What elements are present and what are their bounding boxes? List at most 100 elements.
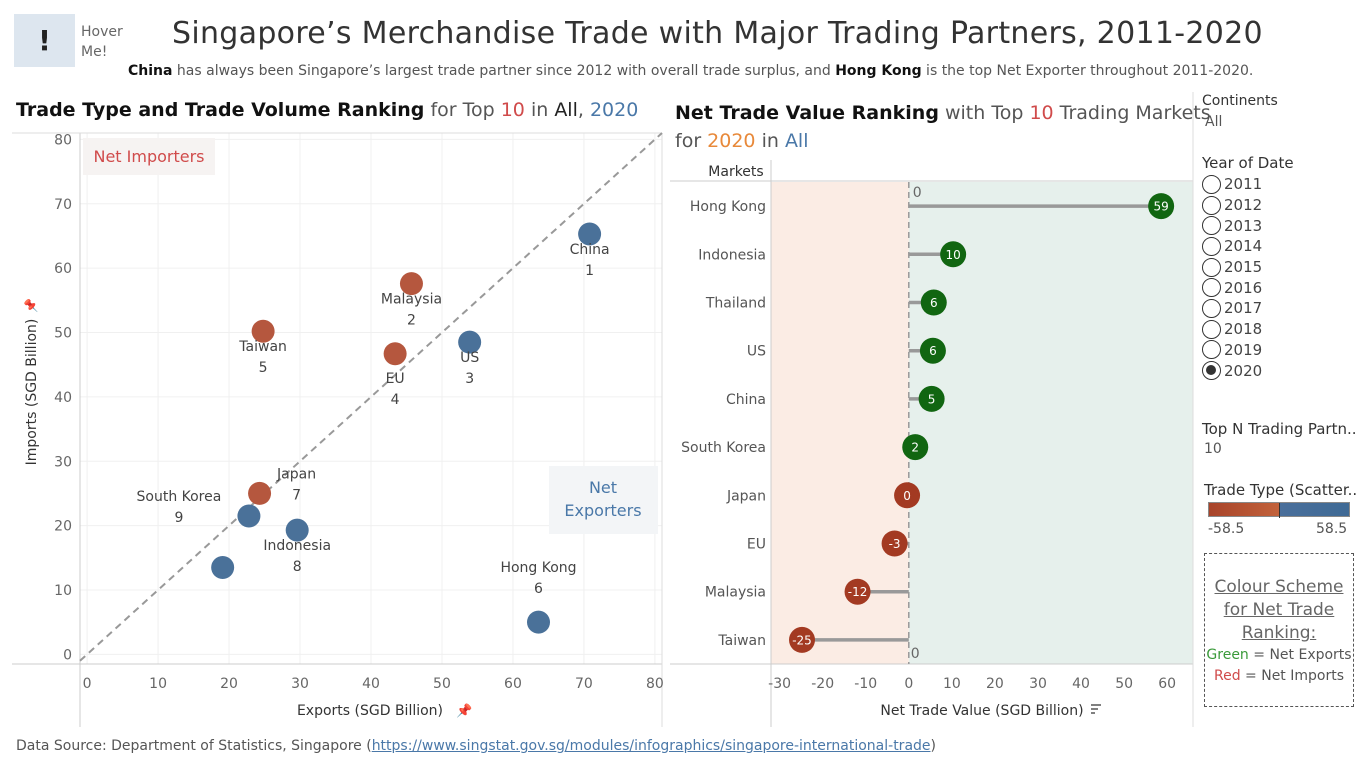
- year-option-2018[interactable]: 2018: [1202, 319, 1262, 340]
- lollipop-value-label: -12: [848, 585, 868, 599]
- radio-icon[interactable]: [1202, 298, 1221, 318]
- lollipop-dot[interactable]: [881, 530, 908, 557]
- data-source: Data Source: Department of Statistics, S…: [16, 738, 936, 754]
- lollipop-dot[interactable]: [919, 337, 946, 364]
- legend-min: -58.5: [1208, 521, 1245, 537]
- colour-scheme-red: Red = Net Imports: [1205, 666, 1353, 687]
- market-label: Hong Kong: [690, 199, 766, 215]
- scatter-title: Trade Type and Trade Volume Ranking for …: [16, 99, 638, 121]
- market-label: EU: [747, 537, 766, 553]
- lollipop-dot[interactable]: [844, 578, 871, 605]
- lollipop-dot[interactable]: [789, 626, 816, 653]
- lollipop-x-tick: 30: [1029, 676, 1047, 692]
- colour-scheme-green: Green = Net Exports: [1205, 645, 1353, 666]
- year-option-label: 2019: [1224, 340, 1263, 359]
- year-option-label: 2017: [1224, 299, 1263, 318]
- scatter-point[interactable]: [251, 319, 275, 343]
- lollipop-value-label: -25: [792, 633, 812, 647]
- scatter-x-tick: 60: [504, 676, 522, 692]
- net-importers-box: [83, 138, 215, 175]
- scatter-point[interactable]: [383, 342, 407, 366]
- radio-icon[interactable]: [1202, 340, 1221, 360]
- scatter-point-label: South Korea: [137, 489, 222, 505]
- scatter-point-label: Japan: [276, 466, 316, 482]
- year-option-2015[interactable]: 2015: [1202, 257, 1262, 278]
- scatter-x-axis-label: Exports (SGD Billion): [297, 703, 443, 719]
- year-option-2013[interactable]: 2013: [1202, 215, 1262, 236]
- red-word: Red: [1213, 668, 1241, 684]
- scatter-point[interactable]: [527, 610, 551, 634]
- scatter-title-year: 2020: [589, 99, 639, 121]
- lollipop-dot[interactable]: [940, 241, 967, 268]
- year-option-2011[interactable]: 2011: [1202, 174, 1262, 195]
- scatter-x-tick: 80: [646, 676, 664, 692]
- year-option-2012[interactable]: 2012: [1202, 195, 1262, 216]
- year-filter-label: Year of Date: [1202, 154, 1294, 172]
- scatter-point-rank: 1: [585, 263, 594, 279]
- radio-icon[interactable]: [1202, 195, 1221, 215]
- radio-icon[interactable]: [1202, 319, 1221, 339]
- hover-info-button[interactable]: !: [14, 14, 75, 67]
- lollipop-dot[interactable]: [894, 482, 921, 509]
- scatter-point-rank: 4: [391, 392, 400, 408]
- zero-label-top: 0: [913, 185, 922, 201]
- scatter-point[interactable]: [248, 481, 272, 505]
- lollipop-x-tick: 20: [986, 676, 1004, 692]
- lollipop-value-label: 0: [903, 489, 911, 503]
- scatter-y-tick: 0: [63, 647, 72, 663]
- year-option-2017[interactable]: 2017: [1202, 298, 1262, 319]
- year-option-label: 2015: [1224, 258, 1263, 277]
- market-label: Malaysia: [705, 585, 766, 601]
- radio-icon[interactable]: [1202, 174, 1221, 194]
- market-label: Thailand: [705, 296, 766, 312]
- radio-icon[interactable]: [1202, 361, 1221, 381]
- lollipop-x-tick: 10: [943, 676, 961, 692]
- scatter-point[interactable]: [285, 518, 309, 542]
- year-option-label: 2013: [1224, 216, 1263, 235]
- lollipop-value-label: 5: [928, 392, 936, 406]
- net-importers-label: Net Importers: [93, 147, 204, 166]
- diagonal-reference-line: [79, 132, 663, 662]
- scatter-point[interactable]: [211, 555, 235, 579]
- net-import-region: [771, 182, 909, 664]
- y-pin-icon[interactable]: 📌: [23, 298, 38, 313]
- radio-icon[interactable]: [1202, 257, 1221, 277]
- lollipop-dot[interactable]: [920, 289, 947, 316]
- exclamation-icon: !: [38, 24, 51, 57]
- subtitle-text-1: has always been Singapore’s largest trad…: [172, 63, 836, 79]
- year-option-2020[interactable]: 2020: [1202, 360, 1262, 381]
- scatter-title-main: Trade Type and Trade Volume Ranking: [16, 99, 425, 121]
- year-option-2019[interactable]: 2019: [1202, 340, 1262, 361]
- top-n-filter-value[interactable]: 10: [1204, 441, 1222, 457]
- lollipop-dot[interactable]: [902, 434, 929, 461]
- market-label: Indonesia: [698, 247, 766, 263]
- scatter-point[interactable]: [399, 272, 423, 296]
- scatter-title-region: All: [554, 99, 578, 121]
- top-n-filter-label: Top N Trading Partn..: [1202, 420, 1357, 438]
- scatter-point[interactable]: [237, 504, 261, 528]
- radio-icon[interactable]: [1202, 278, 1221, 298]
- sort-icon[interactable]: [1091, 704, 1101, 714]
- radio-icon[interactable]: [1202, 216, 1221, 236]
- scatter-point[interactable]: [458, 330, 482, 354]
- lollipop-dot[interactable]: [1148, 193, 1175, 220]
- source-link[interactable]: https://www.singstat.gov.sg/modules/info…: [371, 738, 931, 754]
- scatter-title-comma: ,: [577, 99, 590, 121]
- x-pin-icon[interactable]: 📌: [456, 702, 472, 719]
- lollipop-dot[interactable]: [918, 385, 945, 412]
- lollipop-value-label: 6: [929, 344, 937, 358]
- scatter-point-label: Indonesia: [263, 538, 331, 554]
- year-option-2014[interactable]: 2014: [1202, 236, 1262, 257]
- scatter-x-tick: 70: [575, 676, 593, 692]
- scatter-point[interactable]: [578, 222, 602, 246]
- lollipop-x-tick: -20: [811, 676, 834, 692]
- green-rest: = Net Exports: [1248, 647, 1352, 663]
- continents-filter-value[interactable]: All: [1205, 114, 1223, 130]
- year-option-label: 2011: [1224, 175, 1263, 194]
- lollipop-value-label: 10: [946, 248, 961, 262]
- lollipop-value-label: 59: [1153, 200, 1168, 214]
- radio-icon[interactable]: [1202, 236, 1221, 256]
- scatter-title-in: in: [524, 99, 555, 121]
- year-option-2016[interactable]: 2016: [1202, 277, 1262, 298]
